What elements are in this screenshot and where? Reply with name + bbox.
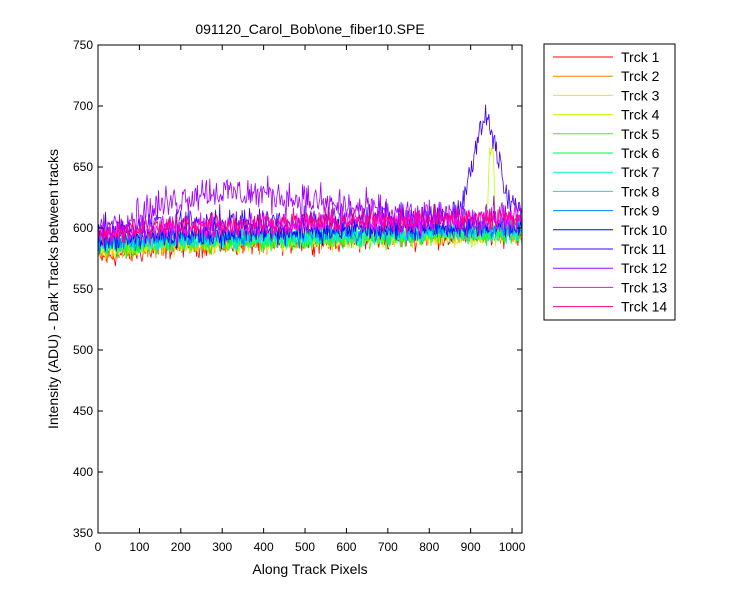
x-axis-label: Along Track Pixels: [252, 561, 367, 577]
chart-title: 091120_Carol_Bob\one_fiber10.SPE: [195, 21, 424, 37]
x-tick-label: 300: [212, 540, 232, 554]
legend: Trck 1 Trck 2 Trck 3 Trck 4 Trck 5 Trck 6 Trck…: [543, 43, 676, 321]
legend-entry: Trck 13: [621, 279, 667, 295]
legend-entry: Trck 9: [621, 203, 660, 219]
y-tick-label: 750: [73, 38, 93, 52]
x-tick-label: 800: [419, 540, 439, 554]
legend-entry: Trck 3: [621, 87, 660, 103]
x-tick-label: 500: [295, 540, 315, 554]
legend-entry: Trck 8: [621, 183, 660, 199]
x-tick-label: 600: [336, 540, 356, 554]
series-line-14: [97, 204, 523, 246]
y-tick-label: 350: [73, 526, 93, 540]
y-tick-label: 500: [73, 343, 93, 357]
y-tick-label: 600: [73, 221, 93, 235]
series-layer: [97, 104, 523, 267]
legend-entry: Trck 14: [621, 299, 667, 315]
x-tick-label: 100: [129, 540, 149, 554]
x-tick-label: 900: [461, 540, 481, 554]
legend-entry: Trck 1: [621, 49, 660, 65]
y-tick-label: 650: [73, 160, 93, 174]
legend-entry: Trck 5: [621, 126, 660, 142]
x-tick-label: 700: [378, 540, 398, 554]
legend-entry: Trck 4: [621, 107, 660, 123]
legend-entry: Trck 10: [621, 222, 667, 238]
legend-entry: Trck 12: [621, 260, 667, 276]
plot-area: [98, 45, 522, 533]
x-tick-label: 1000: [499, 540, 526, 554]
legend-entry: Trck 7: [621, 164, 660, 180]
y-axis-label: Intensity (ADU) - Dark Tracks between tr…: [45, 149, 61, 429]
legend-entry: Trck 6: [621, 145, 660, 161]
y-tick-label: 400: [73, 465, 93, 479]
y-tick-label: 700: [73, 99, 93, 113]
series-line-10: [97, 208, 523, 252]
x-tick-label: 0: [95, 540, 102, 554]
y-axis-ticks: 350 400 450 500 550 600 650 700 750: [73, 38, 522, 540]
legend-entry: Trck 11: [621, 241, 666, 257]
y-tick-label: 450: [73, 404, 93, 418]
legend-entry: Trck 2: [621, 68, 660, 84]
x-axis-ticks: 0 100 200 300 400 500 600 700 800 900 1000: [95, 45, 526, 554]
legend-box: [543, 43, 676, 321]
x-tick-label: 400: [254, 540, 274, 554]
x-tick-label: 200: [171, 540, 191, 554]
y-tick-label: 550: [73, 282, 93, 296]
